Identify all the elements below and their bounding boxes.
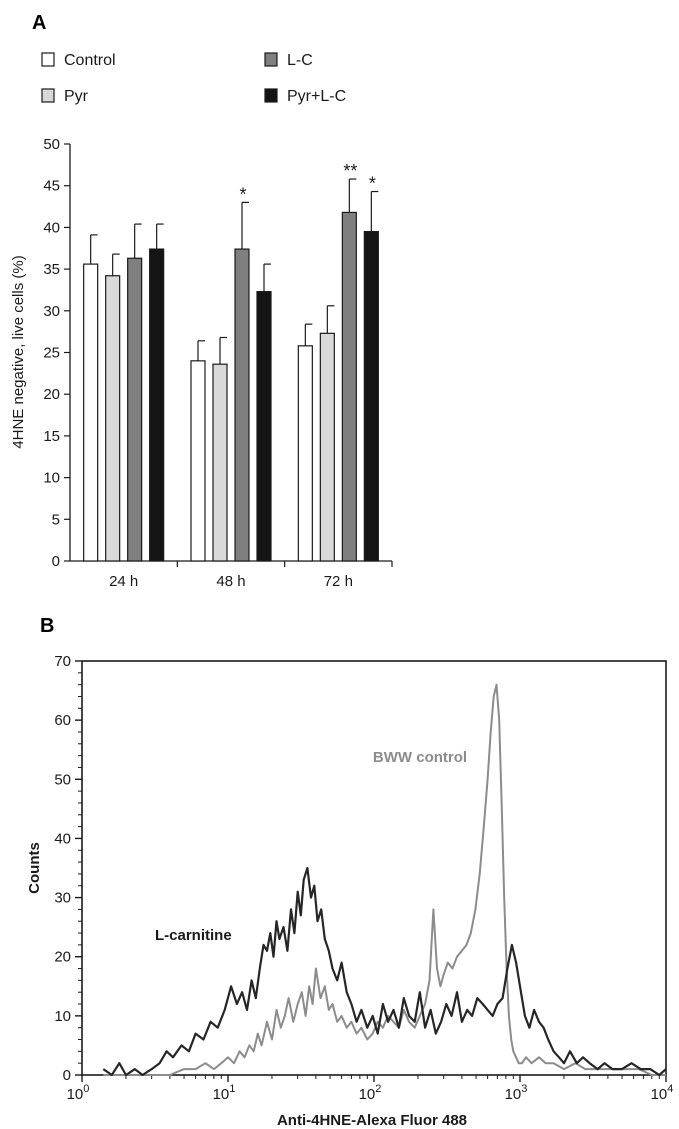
legend-swatch-3 xyxy=(264,88,278,103)
bar xyxy=(149,248,165,562)
bar xyxy=(83,263,99,562)
y-tick-label: 70 xyxy=(54,653,71,670)
bar xyxy=(256,291,272,562)
x-tick-base: 10 xyxy=(651,1086,668,1103)
bar xyxy=(127,257,143,562)
x-tick-exponent: 0 xyxy=(83,1083,89,1095)
y-tick-label: 5 xyxy=(52,511,60,528)
x-tick-label: 72 h xyxy=(324,573,353,590)
x-tick-exponent: 3 xyxy=(521,1083,527,1095)
series-annotation: L-carnitine xyxy=(155,927,232,944)
y-tick-label: 35 xyxy=(43,261,60,278)
y-tick-label: 30 xyxy=(43,303,60,320)
bar xyxy=(341,211,357,562)
series-line-l-carnitine xyxy=(102,866,667,1077)
y-tick-label: 40 xyxy=(54,830,71,847)
y-tick-label: 50 xyxy=(54,771,71,788)
y-tick-label: 20 xyxy=(54,949,71,966)
y-tick-label: 50 xyxy=(43,136,60,153)
x-tick-base: 10 xyxy=(359,1086,376,1103)
panel-b-letter: B xyxy=(40,615,54,637)
bar xyxy=(319,332,335,562)
x-tick-label: 101 xyxy=(213,1083,236,1103)
legend-label-0: Control xyxy=(64,52,116,69)
bar xyxy=(363,230,379,562)
x-tick-exponent: 4 xyxy=(667,1083,673,1095)
y-tick-label: 40 xyxy=(43,219,60,236)
y-tick-label: 20 xyxy=(43,386,60,403)
y-tick-label: 0 xyxy=(52,553,60,570)
x-tick-label: 102 xyxy=(359,1083,382,1103)
y-tick-label: 15 xyxy=(43,428,60,445)
legend-label-2: L-C xyxy=(287,52,313,69)
x-tick-base: 10 xyxy=(67,1086,84,1103)
series-annotation: BWW control xyxy=(373,749,467,766)
x-axis-label: Anti-4HNE-Alexa Fluor 488 xyxy=(277,1112,467,1129)
bar xyxy=(105,275,121,562)
legend-swatch-0 xyxy=(41,52,55,67)
y-axis-label-counts: Counts xyxy=(26,842,43,894)
x-tick-label: 48 h xyxy=(216,573,245,590)
x-tick-label: 24 h xyxy=(109,573,138,590)
x-tick-exponent: 1 xyxy=(229,1083,235,1095)
x-tick-label: 100 xyxy=(67,1083,90,1103)
significance-marker: ** xyxy=(343,161,357,181)
legend-swatch-2 xyxy=(264,52,278,67)
legend: Control Pyr L-C Pyr+L-C xyxy=(41,52,346,105)
x-tick-label: 104 xyxy=(651,1083,674,1103)
bar xyxy=(297,345,313,562)
legend-label-3: Pyr+L-C xyxy=(287,88,346,105)
y-tick-label: 45 xyxy=(43,178,60,195)
bar xyxy=(234,248,250,562)
significance-marker: * xyxy=(239,184,246,204)
y-tick-label: 10 xyxy=(54,1008,71,1025)
panel-a-letter: A xyxy=(32,12,46,34)
significance-marker: * xyxy=(369,174,376,194)
legend-swatch-1 xyxy=(41,88,55,103)
y-axis-label: 4HNE negative, live cells (%) xyxy=(10,255,27,448)
series-line-bww-control xyxy=(103,683,666,1076)
x-tick-base: 10 xyxy=(505,1086,522,1103)
y-tick-label: 0 xyxy=(63,1067,71,1084)
panel-a: A Control Pyr L-C Pyr+L-C 0 5 10 15 20 25 30 35 40 4… xyxy=(10,12,393,590)
y-tick-label: 10 xyxy=(43,470,60,487)
bar xyxy=(190,360,206,562)
x-tick-base: 10 xyxy=(213,1086,230,1103)
plot-frame xyxy=(81,660,667,1076)
x-tick-exponent: 2 xyxy=(375,1083,381,1095)
y-tick-label: 30 xyxy=(54,890,71,907)
x-tick-label: 103 xyxy=(505,1083,528,1103)
legend-label-1: Pyr xyxy=(64,88,89,105)
y-tick-label: 25 xyxy=(43,345,60,362)
bar xyxy=(212,363,228,562)
y-tick-label: 60 xyxy=(54,712,71,729)
